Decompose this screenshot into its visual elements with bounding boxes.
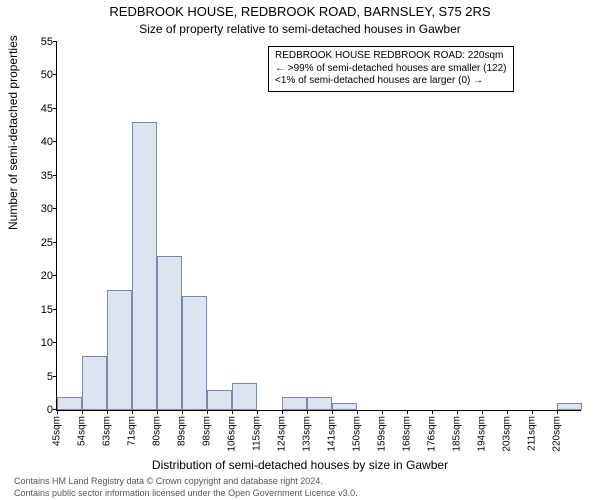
y-tick-mark <box>53 208 57 209</box>
x-tick-label: 159sqm <box>377 416 388 452</box>
x-tick-mark <box>557 410 558 414</box>
x-tick-mark <box>407 410 408 414</box>
histogram-bar <box>282 397 307 410</box>
x-tick-label: 98sqm <box>202 416 213 446</box>
callout-line-1: REDBROOK HOUSE REDBROOK ROAD: 220sqm <box>275 50 507 63</box>
x-tick-label: 80sqm <box>152 416 163 446</box>
footer-line-2: Contains public sector information licen… <box>14 488 358 498</box>
x-tick-mark <box>332 410 333 414</box>
y-tick-mark <box>53 108 57 109</box>
x-tick-mark <box>107 410 108 414</box>
x-tick-mark <box>432 410 433 414</box>
x-tick-label: 54sqm <box>77 416 88 446</box>
x-tick-label: 133sqm <box>302 416 313 452</box>
y-tick-label: 5 <box>47 371 53 383</box>
x-tick-label: 150sqm <box>352 416 363 452</box>
y-tick-label: 55 <box>41 36 53 48</box>
y-tick-mark <box>53 74 57 75</box>
x-tick-label: 185sqm <box>452 416 463 452</box>
x-tick-label: 194sqm <box>477 416 488 452</box>
x-tick-mark <box>307 410 308 414</box>
y-tick-mark <box>53 175 57 176</box>
y-tick-mark <box>53 376 57 377</box>
y-tick-label: 20 <box>41 270 53 282</box>
histogram-bar <box>107 290 132 410</box>
y-tick-label: 35 <box>41 170 53 182</box>
x-tick-mark <box>357 410 358 414</box>
y-axis-label: Number of semi-detached properties <box>6 35 20 230</box>
x-tick-mark <box>282 410 283 414</box>
histogram-bar <box>132 122 157 410</box>
y-tick-label: 40 <box>41 136 53 148</box>
x-tick-label: 63sqm <box>102 416 113 446</box>
plot-area: 051015202530354045505545sqm54sqm63sqm71s… <box>56 42 581 411</box>
y-tick-label: 30 <box>41 203 53 215</box>
histogram-bar <box>232 383 257 410</box>
x-tick-mark <box>82 410 83 414</box>
histogram-bar <box>57 397 82 410</box>
y-tick-label: 0 <box>47 404 53 416</box>
annotation-callout: REDBROOK HOUSE REDBROOK ROAD: 220sqm ← >… <box>268 46 514 92</box>
x-tick-label: 71sqm <box>127 416 138 446</box>
x-tick-mark <box>507 410 508 414</box>
y-tick-mark <box>53 41 57 42</box>
histogram-bar <box>182 296 207 410</box>
x-tick-mark <box>257 410 258 414</box>
histogram-bar <box>557 403 582 410</box>
y-tick-mark <box>53 342 57 343</box>
x-tick-label: 211sqm <box>527 416 538 451</box>
x-tick-mark <box>232 410 233 414</box>
x-tick-mark <box>382 410 383 414</box>
x-tick-mark <box>457 410 458 414</box>
x-tick-label: 168sqm <box>402 416 413 452</box>
x-tick-mark <box>182 410 183 414</box>
x-tick-label: 45sqm <box>52 416 63 446</box>
x-tick-mark <box>157 410 158 414</box>
y-tick-mark <box>53 242 57 243</box>
x-tick-label: 176sqm <box>427 416 438 452</box>
callout-line-2: ← >99% of semi-detached houses are small… <box>275 63 507 76</box>
x-tick-label: 106sqm <box>227 416 238 452</box>
x-tick-label: 115sqm <box>252 416 263 451</box>
y-tick-label: 10 <box>41 337 53 349</box>
x-tick-label: 203sqm <box>502 416 513 452</box>
y-tick-mark <box>53 275 57 276</box>
y-tick-label: 25 <box>41 237 53 249</box>
y-tick-label: 50 <box>41 69 53 81</box>
y-tick-label: 45 <box>41 103 53 115</box>
histogram-bar <box>207 390 232 410</box>
footer-line-1: Contains HM Land Registry data © Crown c… <box>14 476 323 486</box>
x-tick-label: 220sqm <box>552 416 563 452</box>
histogram-bar <box>157 256 182 410</box>
x-tick-mark <box>532 410 533 414</box>
histogram-bar <box>307 397 332 410</box>
x-tick-mark <box>207 410 208 414</box>
chart-subtitle: Size of property relative to semi-detach… <box>0 22 600 36</box>
x-tick-mark <box>57 410 58 414</box>
y-tick-label: 15 <box>41 304 53 316</box>
callout-line-3: <1% of semi-detached houses are larger (… <box>275 75 507 88</box>
x-tick-label: 141sqm <box>327 416 338 452</box>
x-tick-mark <box>482 410 483 414</box>
x-tick-label: 124sqm <box>277 416 288 452</box>
y-tick-mark <box>53 309 57 310</box>
x-tick-mark <box>132 410 133 414</box>
chart-title: REDBROOK HOUSE, REDBROOK ROAD, BARNSLEY,… <box>0 4 600 19</box>
y-tick-mark <box>53 141 57 142</box>
x-axis-label: Distribution of semi-detached houses by … <box>0 458 600 472</box>
x-tick-label: 89sqm <box>177 416 188 446</box>
histogram-bar <box>82 356 107 410</box>
histogram-bar <box>332 403 357 410</box>
